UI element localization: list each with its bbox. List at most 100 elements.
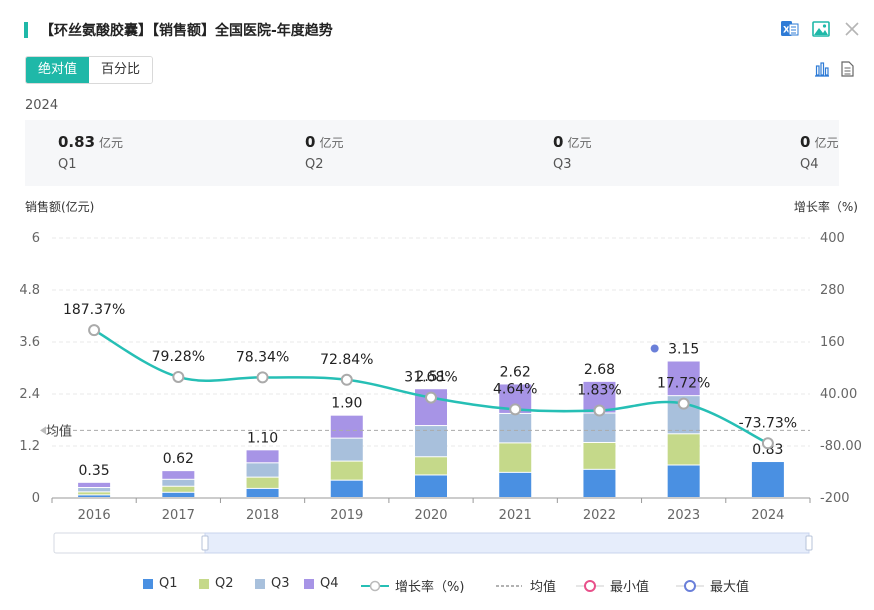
growth-rate-point	[677, 397, 690, 410]
bar-segment-q2	[499, 443, 532, 472]
left-tick-label: 3.6	[19, 335, 40, 350]
right-axis-title: 增长率（%)	[793, 200, 858, 214]
zoom-slider-left-handle[interactable]	[201, 535, 209, 551]
right-tick-label: -200	[820, 491, 850, 506]
bar-total-label: 1.90	[331, 396, 362, 412]
quarter-card-q4: 0 亿元 Q4	[800, 132, 838, 172]
bar-segment-q1	[499, 472, 532, 497]
bar-segment-q1	[583, 469, 616, 497]
chart-header: 【环丝氨酸胶囊】【销售额】全国医院-年度趋势 X	[0, 0, 874, 52]
right-tick-label: 400	[820, 231, 845, 246]
x-tick-label: 2018	[246, 508, 279, 523]
bar-segment-q4	[162, 471, 195, 479]
mean-label: 均值	[46, 423, 72, 439]
x-tick-label: 2023	[667, 508, 700, 523]
bar-segment-q2	[667, 434, 700, 465]
quarter-value: 0	[800, 133, 811, 151]
legend-label: 均值	[530, 580, 557, 595]
bar-total-label: 2.62	[500, 364, 531, 380]
bar-segment-q2	[415, 457, 447, 475]
left-tick-label: 1.2	[19, 439, 40, 454]
bar-segment-q4	[246, 450, 279, 463]
quarter-card-q2: 0 亿元 Q2	[305, 132, 343, 172]
mean-line-marker	[40, 426, 46, 435]
quarter-unit: 亿元	[99, 136, 124, 150]
bar-total-label: 0.83	[752, 442, 783, 458]
legend-swatch	[576, 579, 604, 592]
x-tick-label: 2020	[414, 508, 447, 523]
bar-segment-q3	[499, 413, 532, 443]
bar-segment-q3	[415, 426, 447, 457]
chart-legend: Q1 Q2 Q3 Q4 增长率（%) 均值 最小值 最大值	[0, 576, 874, 598]
value-mode-toggle: 绝对值 百分比	[25, 56, 154, 84]
quarter-value: 0	[305, 133, 316, 151]
bar-segment-q4	[78, 482, 111, 488]
quarter-label: Q2	[305, 157, 324, 172]
bar-segment-q4	[667, 361, 700, 396]
absolute-value-button[interactable]: 绝对值	[26, 57, 90, 83]
title-accent-bar	[24, 22, 28, 38]
bar-segment-q1	[246, 488, 279, 497]
image-icon[interactable]	[810, 18, 832, 40]
growth-rate-point	[593, 404, 606, 417]
table-view-icon[interactable]	[838, 60, 856, 78]
right-tick-label: -80.00	[820, 439, 862, 454]
bar-total-label: 3.15	[668, 342, 699, 358]
bar-chart-icon[interactable]	[813, 60, 831, 78]
bar-segment-q3	[78, 488, 111, 492]
quarter-label: Q4	[800, 157, 819, 172]
x-tick-label: 2024	[751, 508, 784, 523]
chart-title: 【环丝氨酸胶囊】【销售额】全国医院-年度趋势	[40, 23, 333, 39]
legend-label: 最大值	[710, 580, 750, 595]
legend-label: Q3	[271, 576, 290, 591]
bar-total-label: 2.51	[415, 369, 446, 385]
legend-swatch	[143, 578, 153, 589]
growth-rate-label: 1.83%	[577, 383, 621, 399]
bar-segment-q2	[246, 477, 279, 488]
growth-rate-point	[256, 371, 269, 384]
bar-segment-q1	[667, 465, 700, 497]
zoom-slider-selection	[204, 532, 810, 554]
bar-segment-q3	[330, 438, 363, 461]
legend-swatch	[304, 578, 314, 589]
quarter-summary-panel: 0.83 亿元 Q1 0 亿元 Q2 0 亿元 Q3 0 亿元 Q4	[25, 120, 839, 186]
legend-swatch	[199, 578, 209, 589]
legend-item[interactable]: Q4	[304, 576, 339, 591]
growth-rate-label: 187.37%	[63, 302, 125, 318]
growth-rate-label: 31.68%	[404, 370, 457, 386]
growth-rate-label: 72.84%	[320, 352, 373, 368]
quarter-unit: 亿元	[814, 136, 839, 150]
legend-item[interactable]: Q3	[255, 576, 290, 591]
bar-segment-q3	[162, 479, 195, 486]
bar-segment-q3	[246, 463, 279, 477]
zoom-slider-right-handle[interactable]	[805, 535, 813, 551]
bar-segment-q1	[415, 475, 447, 497]
legend-label: 增长率（%)	[395, 580, 465, 595]
legend-item[interactable]: 均值	[496, 576, 556, 595]
bar-total-label: 0.35	[79, 463, 110, 479]
growth-rate-point	[425, 391, 437, 404]
quarter-card-q1: 0.83 亿元 Q1	[58, 132, 123, 172]
legend-label: Q2	[215, 576, 234, 591]
x-tick-label: 2019	[330, 508, 363, 523]
legend-item[interactable]: Q1	[143, 576, 178, 591]
legend-item[interactable]: 增长率（%)	[361, 576, 464, 595]
bar-segment-q3	[583, 413, 616, 442]
max-value-marker	[650, 344, 659, 353]
close-icon[interactable]	[841, 18, 863, 40]
bar-total-label: 2.68	[584, 362, 615, 378]
legend-item[interactable]: 最大值	[676, 576, 749, 595]
bar-segment-q2	[583, 442, 616, 469]
legend-swatch	[676, 579, 704, 592]
selected-year: 2024	[25, 98, 59, 113]
excel-icon[interactable]: X	[778, 18, 800, 40]
legend-label: 最小值	[610, 580, 650, 595]
quarter-label: Q3	[553, 157, 572, 172]
left-axis-title: 销售额(亿元)	[25, 200, 95, 214]
legend-item[interactable]: Q2	[199, 576, 234, 591]
quarter-card-q3: 0 亿元 Q3	[553, 132, 591, 172]
growth-rate-label: 79.28%	[152, 349, 205, 365]
legend-item[interactable]: 最小值	[576, 576, 649, 595]
percent-button[interactable]: 百分比	[89, 57, 153, 83]
